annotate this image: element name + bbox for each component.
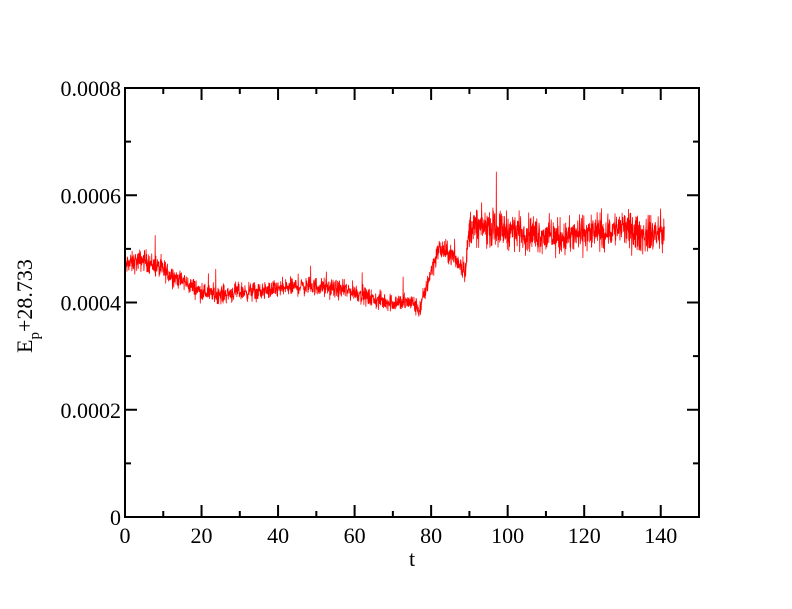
y-tick-label: 0.0002: [61, 398, 122, 423]
x-tick-label: 40: [267, 523, 289, 548]
x-tick-label: 120: [568, 523, 601, 548]
y-tick-label: 0.0006: [61, 183, 122, 208]
y-axis-label: Ep+28.733: [12, 259, 43, 353]
series-layer: [124, 171, 665, 317]
x-tick-label: 140: [644, 523, 677, 548]
x-tick-label: 80: [420, 523, 442, 548]
x-axis-label: t: [409, 546, 415, 571]
y-axis-label-subscript: p: [27, 332, 43, 340]
x-tick-label: 60: [344, 523, 366, 548]
x-tick-label: 20: [191, 523, 213, 548]
x-tick-label: 0: [120, 523, 131, 548]
x-tick-label: 100: [491, 523, 524, 548]
y-tick-label: 0.0008: [61, 76, 122, 101]
y-tick-label: 0: [110, 505, 121, 530]
axes-layer: 0 20 40 60 80 100 120 140 0 0.0002 0.0004 0.0006 0.0…: [61, 76, 700, 548]
y-tick-label: 0.0004: [61, 291, 122, 316]
y-axis-label-main: E: [12, 339, 37, 352]
y-axis-label-suffix: +28.733: [12, 259, 37, 332]
series-line: [124, 171, 665, 317]
